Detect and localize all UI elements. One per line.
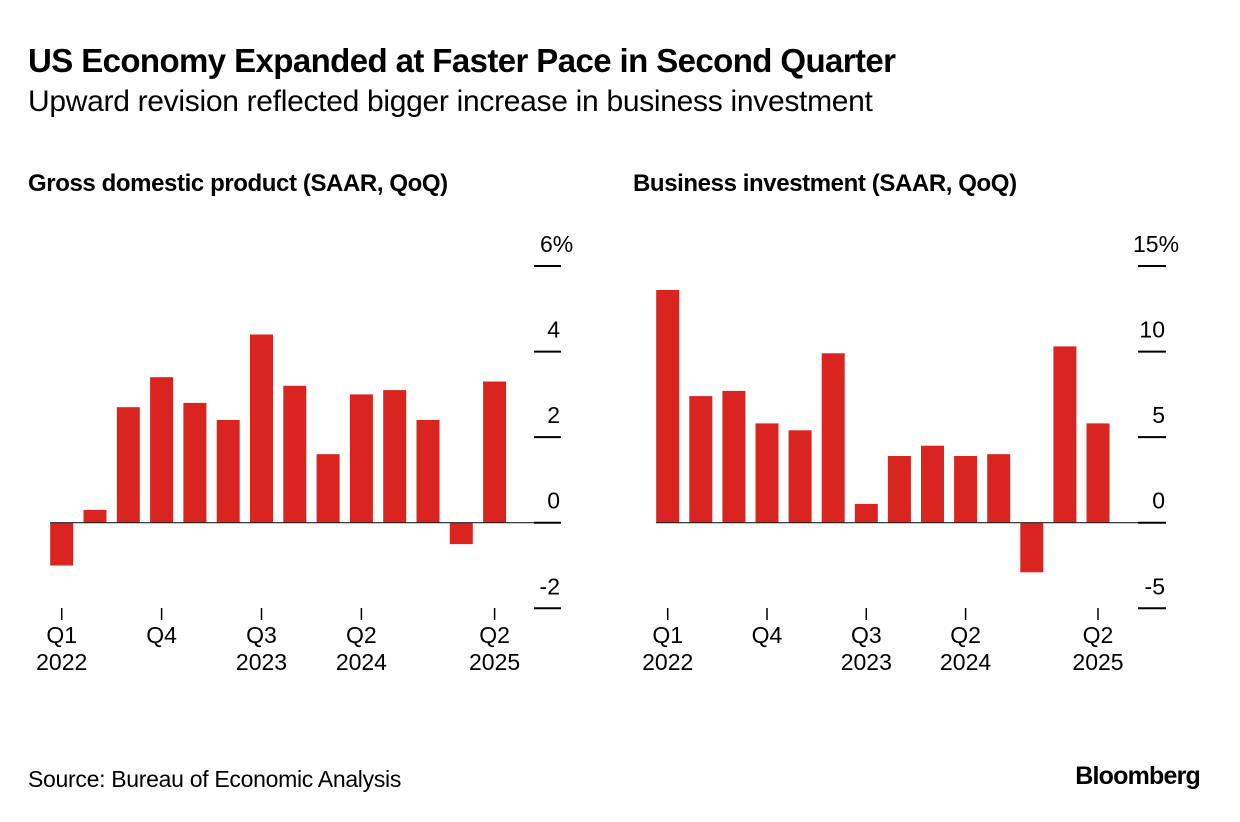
x-tick-label-year: 2023 [841,649,892,675]
bar-q1-2022 [50,522,74,566]
bar-q4-2022 [755,423,779,523]
x-tick-label-year: 2025 [469,649,520,675]
bar-q3-2022 [722,390,746,523]
bar-q2-2024 [954,456,978,523]
bar-q1-2024 [921,445,944,523]
x-tick-label-quarter: Q2 [950,622,981,648]
bar-q2-2024 [349,394,373,523]
bar-q1-2023 [788,430,812,523]
gdp-panel-title: Gross domestic product (SAAR, QoQ) [28,170,448,197]
y-tick-label: -5 [1145,573,1165,599]
x-tick-label-quarter: Q2 [346,622,377,648]
y-tick-label: -2 [540,573,560,599]
source-note: Source: Bureau of Economic Analysis [28,766,402,792]
x-tick-label-quarter: Q1 [652,622,683,648]
bar-q2-2023 [216,420,240,523]
bar-q1-2024 [316,454,340,523]
x-tick-label-quarter: Q1 [46,622,77,648]
x-tick-label-quarter: Q3 [851,622,882,648]
bar-q3-2023 [250,334,273,523]
x-tick-label-year: 2023 [236,649,287,675]
x-tick-label-year: 2024 [336,649,387,675]
bar-q3-2022 [116,407,140,523]
bar-q4-2024 [416,420,440,523]
y-tick-label: 6% [540,231,573,257]
bar-q2-2025 [483,381,507,523]
x-tick-label-quarter: Q4 [752,622,783,648]
bar-q1-2025 [449,522,473,545]
bar-q4-2022 [150,377,174,523]
y-tick-label: 0 [1152,488,1165,514]
bar-q4-2023 [283,385,307,523]
bar-q1-2023 [183,402,207,523]
bloomberg-logo: Bloomberg [1075,762,1201,790]
x-tick-label-year: 2024 [940,649,991,675]
bar-q2-2025 [1086,423,1110,523]
bar-q4-2024 [1020,522,1044,573]
bar-q4-2023 [887,456,911,523]
bar-q3-2024 [987,454,1011,523]
bar-q3-2024 [383,390,407,523]
business-investment-panel-title: Business investment (SAAR, QoQ) [633,170,1017,197]
x-tick-label-year: 2022 [36,649,87,675]
x-tick-label-quarter: Q2 [479,622,510,648]
bar-q2-2023 [821,353,845,523]
chart-title: US Economy Expanded at Faster Pace in Se… [28,42,896,79]
y-tick-label: 0 [547,488,560,514]
x-tick-label-year: 2025 [1072,649,1123,675]
y-tick-label: 15% [1133,231,1179,257]
bar-q3-2023 [854,503,878,523]
bar-q1-2025 [1053,346,1077,523]
y-tick-label: 4 [547,317,560,343]
bar-q2-2022 [689,396,713,523]
x-tick-label-quarter: Q2 [1083,622,1114,648]
x-tick-label-quarter: Q3 [246,622,277,648]
y-tick-label: 5 [1152,402,1165,428]
chart-subtitle: Upward revision reflected bigger increas… [28,85,873,118]
bar-q2-2022 [83,509,107,523]
y-tick-label: 2 [547,402,560,428]
x-tick-label-quarter: Q4 [146,622,177,648]
bar-q1-2022 [656,290,680,523]
x-tick-label-year: 2022 [642,649,693,675]
y-tick-label: 10 [1139,317,1165,343]
